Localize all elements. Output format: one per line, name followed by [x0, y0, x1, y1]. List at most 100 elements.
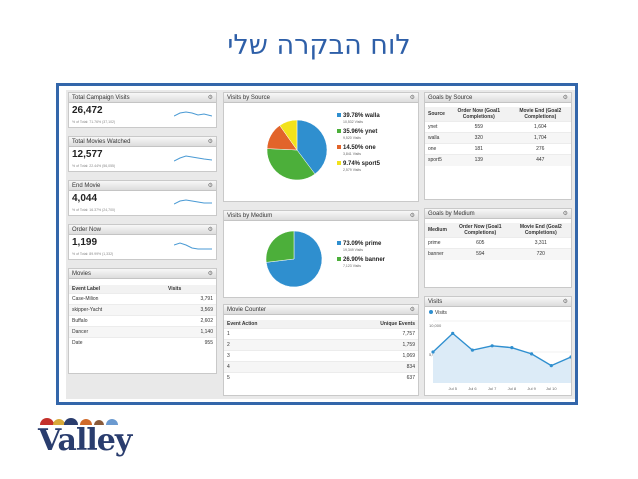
table-cell: 3,569	[164, 304, 216, 316]
legend-swatch	[337, 257, 341, 262]
dashboard-area: Total Campaign Visits ⚙ 26,472 % of Total…	[66, 90, 575, 399]
data-point[interactable]	[549, 364, 553, 368]
gear-icon[interactable]: ⚙	[409, 95, 415, 101]
widget-title: Total Movies Watched	[72, 139, 131, 145]
column-header: Movie End (Goal2 Completions)	[509, 107, 571, 122]
widget-title: Goals by Medium	[428, 211, 475, 217]
column-header: Order Now (Goal1 Completions)	[447, 107, 510, 122]
gear-icon[interactable]: ⚙	[207, 183, 213, 189]
movies-table: Event Label Visits Case-Milion 3,791 skipp…	[69, 285, 216, 349]
gear-icon[interactable]: ⚙	[562, 95, 568, 101]
legend-label: 26.90% banner	[343, 257, 386, 263]
table-cell: 320	[447, 132, 510, 144]
gear-icon[interactable]: ⚙	[207, 227, 213, 233]
gear-icon[interactable]: ⚙	[207, 139, 213, 145]
x-tick-label: Jul 8	[508, 386, 517, 391]
kpi-subtext: % of Total: 71.76% (37,102)	[72, 120, 116, 124]
table-row: 3 1,069	[224, 350, 418, 362]
goals-medium-table: Medium Order Now (Goal1 Completions) Movie…	[425, 223, 571, 260]
table-row: Case-Milion 3,791	[69, 293, 216, 305]
legend-visits: 7,123 Visits	[343, 264, 362, 268]
movies-widget: Movies ⚙ Event Label Visits Case-Milion 3,7…	[68, 268, 217, 374]
gear-icon[interactable]: ⚙	[562, 299, 568, 305]
legend-item: 9.74% sport5 2,579 Visits	[337, 161, 380, 173]
table-row: prime 605 3,311	[425, 237, 571, 249]
visits-by-source-widget: Visits by Source ⚙ 39.78% walla 10,532 Vis…	[223, 92, 419, 202]
widget-title: Visits by Source	[227, 95, 270, 101]
table-row: ynet 559 1,604	[425, 121, 571, 133]
medium-legend: 73.09% prime 19,349 Visits 26.90% banner 7…	[337, 241, 385, 269]
data-point[interactable]	[431, 350, 435, 354]
kpi-value: 1,199	[72, 237, 98, 248]
valley-logo: Valley	[34, 405, 146, 460]
table-cell: walla	[425, 132, 448, 144]
data-point[interactable]	[510, 346, 514, 350]
gear-icon[interactable]: ⚙	[562, 211, 568, 217]
gear-icon[interactable]: ⚙	[207, 95, 213, 101]
table-cell: 1,759	[315, 339, 418, 351]
table-cell: 594	[449, 248, 511, 260]
movie-counter-table: Event Action Unique Events 1 7,757 2 1,759 …	[224, 320, 418, 384]
table-cell: banner	[425, 248, 450, 260]
table-cell: 181	[447, 143, 510, 155]
sparkline	[174, 242, 212, 250]
legend-item: 26.90% banner 7,123 Visits	[337, 257, 385, 269]
dashboard-screenshot: Total Campaign Visits ⚙ 26,472 % of Total…	[56, 83, 578, 405]
table-row: one 181 276	[425, 143, 571, 155]
table-cell: Case-Milion	[69, 293, 165, 305]
source-legend: 39.78% walla 10,532 Visits 35.96% ynet 9,5…	[337, 113, 380, 173]
logo-mark	[40, 418, 118, 425]
table-row: 2 1,759	[224, 339, 418, 351]
sparkline	[174, 155, 212, 162]
table-cell: 2	[224, 339, 316, 351]
table-row: Dancer 1,140	[69, 326, 216, 338]
legend-visits: 19,349 Visits	[343, 248, 363, 252]
legend-visits: 9,520 Visits	[343, 136, 362, 140]
column-header: Event Label	[69, 285, 165, 294]
kpi-subtext: % of Total: 16.37% (24,700)	[72, 208, 116, 212]
data-point[interactable]	[470, 348, 475, 352]
movie-counter-widget: Movie Counter ⚙ Event Action Unique Events…	[223, 304, 419, 396]
kpi-subtext: % of Total: 89.99% (1,332)	[72, 252, 114, 256]
legend-item: 39.78% walla 10,532 Visits	[337, 113, 380, 125]
column-header: Medium	[425, 223, 450, 238]
data-point[interactable]	[490, 344, 494, 348]
sparkline	[174, 111, 212, 117]
table-cell: Date	[69, 337, 165, 349]
kpi-value: 26,472	[72, 105, 103, 116]
gear-icon[interactable]: ⚙	[207, 271, 213, 277]
table-row: 4 834	[224, 361, 418, 373]
legend-dot	[429, 310, 433, 314]
table-cell: 605	[449, 237, 511, 249]
gear-icon[interactable]: ⚙	[409, 307, 415, 313]
gear-icon[interactable]: ⚙	[409, 213, 415, 219]
visits-by-medium-widget: Visits by Medium ⚙ 73.09% prime 19,349 Vis…	[223, 210, 419, 298]
data-point[interactable]	[451, 331, 455, 335]
legend-swatch	[337, 145, 341, 150]
table-cell: 1,604	[509, 121, 571, 133]
table-cell: 139	[447, 154, 510, 166]
table-row: 1 7,757	[224, 328, 418, 340]
kpi-value: 12,577	[72, 149, 103, 160]
legend-label: 14.50% one	[343, 145, 376, 151]
table-cell: 276	[509, 143, 571, 155]
table-cell: 1,704	[509, 132, 571, 144]
legend-visits: 2,579 Visits	[343, 168, 362, 172]
table-cell: 7,757	[315, 328, 418, 340]
kpi-value: 4,044	[72, 193, 98, 204]
legend-label: 9.74% sport5	[343, 161, 381, 167]
data-point[interactable]	[569, 355, 572, 359]
widget-title: End Movie	[72, 183, 101, 189]
table-cell: 559	[447, 121, 510, 133]
table-cell: 2,602	[164, 315, 216, 327]
table-cell: prime	[425, 237, 450, 249]
widget-title: Order Now	[72, 227, 102, 233]
data-point[interactable]	[529, 352, 534, 356]
table-row: Buffalo 2,602	[69, 315, 216, 327]
widget-title: Total Campaign Visits	[72, 95, 130, 101]
legend-item: 73.09% prime 19,349 Visits	[337, 241, 385, 253]
column-header: Unique Events	[315, 320, 418, 329]
table-cell: Dancer	[69, 326, 165, 338]
